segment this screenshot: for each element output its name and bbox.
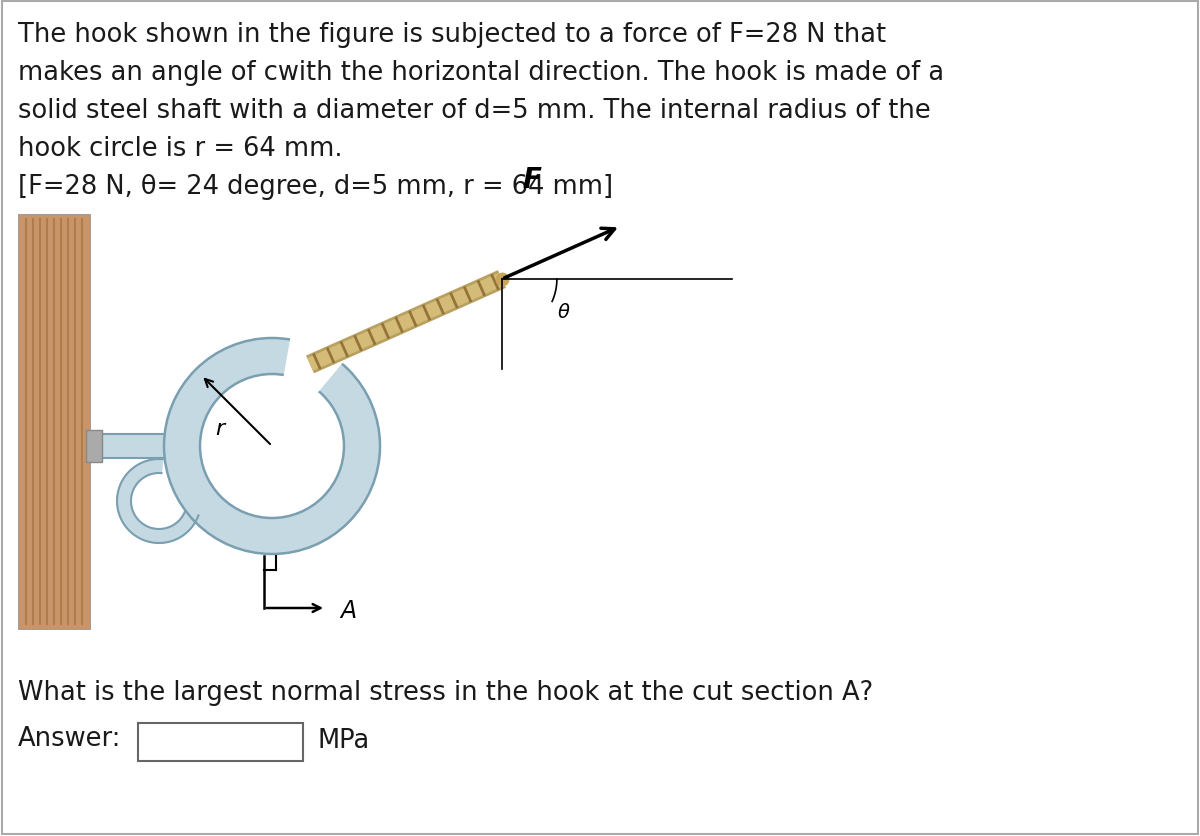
Bar <box>86 431 102 462</box>
Bar <box>138 723 302 761</box>
Text: A: A <box>340 599 356 622</box>
Text: r: r <box>216 419 224 438</box>
Text: solid steel shaft with a diameter of d=5 mm. The internal radius of the: solid steel shaft with a diameter of d=5… <box>18 98 931 124</box>
Text: What is the largest normal stress in the hook at the cut section A?: What is the largest normal stress in the… <box>18 679 874 705</box>
Text: [F=28 N, θ= 24 degree, d=5 mm, r = 64 mm]: [F=28 N, θ= 24 degree, d=5 mm, r = 64 mm… <box>18 174 613 200</box>
Text: hook circle is r = 64 mm.: hook circle is r = 64 mm. <box>18 135 342 162</box>
Text: F: F <box>522 166 541 194</box>
Polygon shape <box>284 337 343 394</box>
Text: θ: θ <box>558 302 570 321</box>
Polygon shape <box>164 339 380 554</box>
Bar <box>18 215 90 630</box>
Text: makes an angle of cwith the horizontal direction. The hook is made of a: makes an angle of cwith the horizontal d… <box>18 60 944 86</box>
Polygon shape <box>118 460 198 543</box>
Bar <box>90 435 169 458</box>
Text: MPa: MPa <box>317 727 370 753</box>
Text: Answer:: Answer: <box>18 725 121 751</box>
Text: The hook shown in the figure is subjected to a force of F=28 N that: The hook shown in the figure is subjecte… <box>18 22 886 48</box>
